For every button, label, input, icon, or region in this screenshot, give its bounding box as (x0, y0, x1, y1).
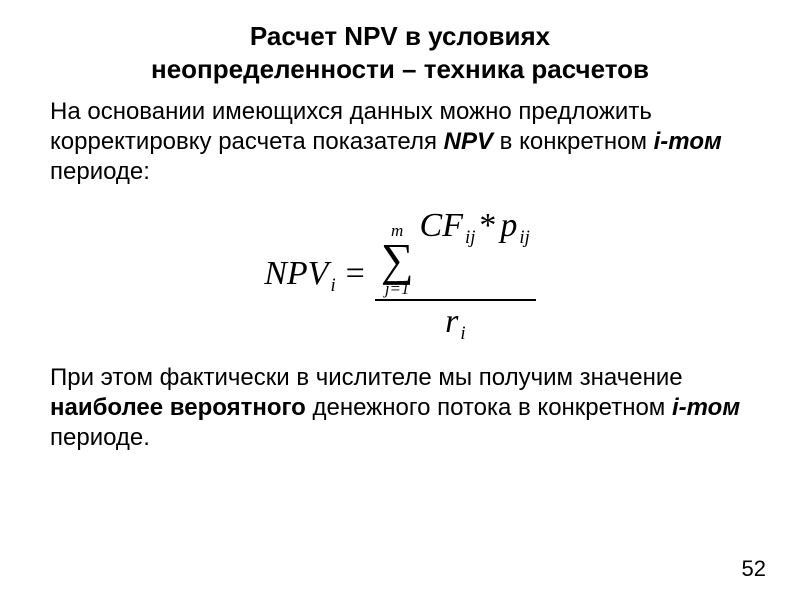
intro-text-3: периоде: (50, 158, 150, 185)
cf-term: CFij (420, 207, 476, 245)
intro-itom: i-том (654, 128, 722, 155)
formula-container: NPVi = m ∑ j=1 CFij * pij (50, 205, 750, 343)
title-line-2: неопределенности – техника расчетов (151, 54, 649, 84)
intro-npv: NPV (444, 128, 493, 155)
outro-text-2: денежного потока в конкретном (306, 394, 672, 421)
outro-strong: наиболее вероятного (50, 394, 306, 421)
multiply-op: * (479, 207, 496, 245)
sum-lower-limit: j=1 (385, 280, 410, 297)
summation: m ∑ j=1 (381, 222, 414, 297)
outro-paragraph: При этом фактически в числителе мы получ… (50, 363, 750, 453)
lhs-npv: NPV (264, 255, 328, 293)
p: p (500, 207, 517, 245)
slide-title: Расчет NPV в условиях неопределенности –… (50, 20, 750, 85)
denominator: ri (439, 301, 471, 343)
p-sub: ij (519, 227, 529, 249)
formula-lhs: NPVi (264, 255, 335, 293)
p-term: pij (500, 207, 529, 245)
fraction: m ∑ j=1 CFij * pij ri (375, 205, 536, 343)
outro-text-3: периоде. (50, 424, 150, 451)
page-number: 52 (742, 556, 766, 582)
title-line-1: Расчет NPV в условиях (250, 21, 550, 51)
equals-sign: = (346, 255, 365, 293)
cf-sub: ij (465, 227, 475, 249)
slide: Расчет NPV в условиях неопределенности –… (0, 0, 800, 600)
lhs-sub: i (330, 275, 335, 297)
outro-text-1: При этом фактически в числителе мы получ… (50, 364, 683, 391)
r: r (445, 303, 458, 341)
numerator: m ∑ j=1 CFij * pij (375, 205, 536, 299)
outro-itom: i-том (672, 394, 740, 421)
npv-formula: NPVi = m ∑ j=1 CFij * pij (264, 205, 536, 343)
sigma-icon: ∑ (381, 239, 414, 280)
intro-text-2: в конкретном (493, 128, 654, 155)
r-sub: i (460, 323, 465, 345)
intro-paragraph: На основании имеющихся данных можно пред… (50, 97, 750, 187)
r-term: ri (445, 303, 465, 341)
cf: CF (420, 207, 463, 245)
